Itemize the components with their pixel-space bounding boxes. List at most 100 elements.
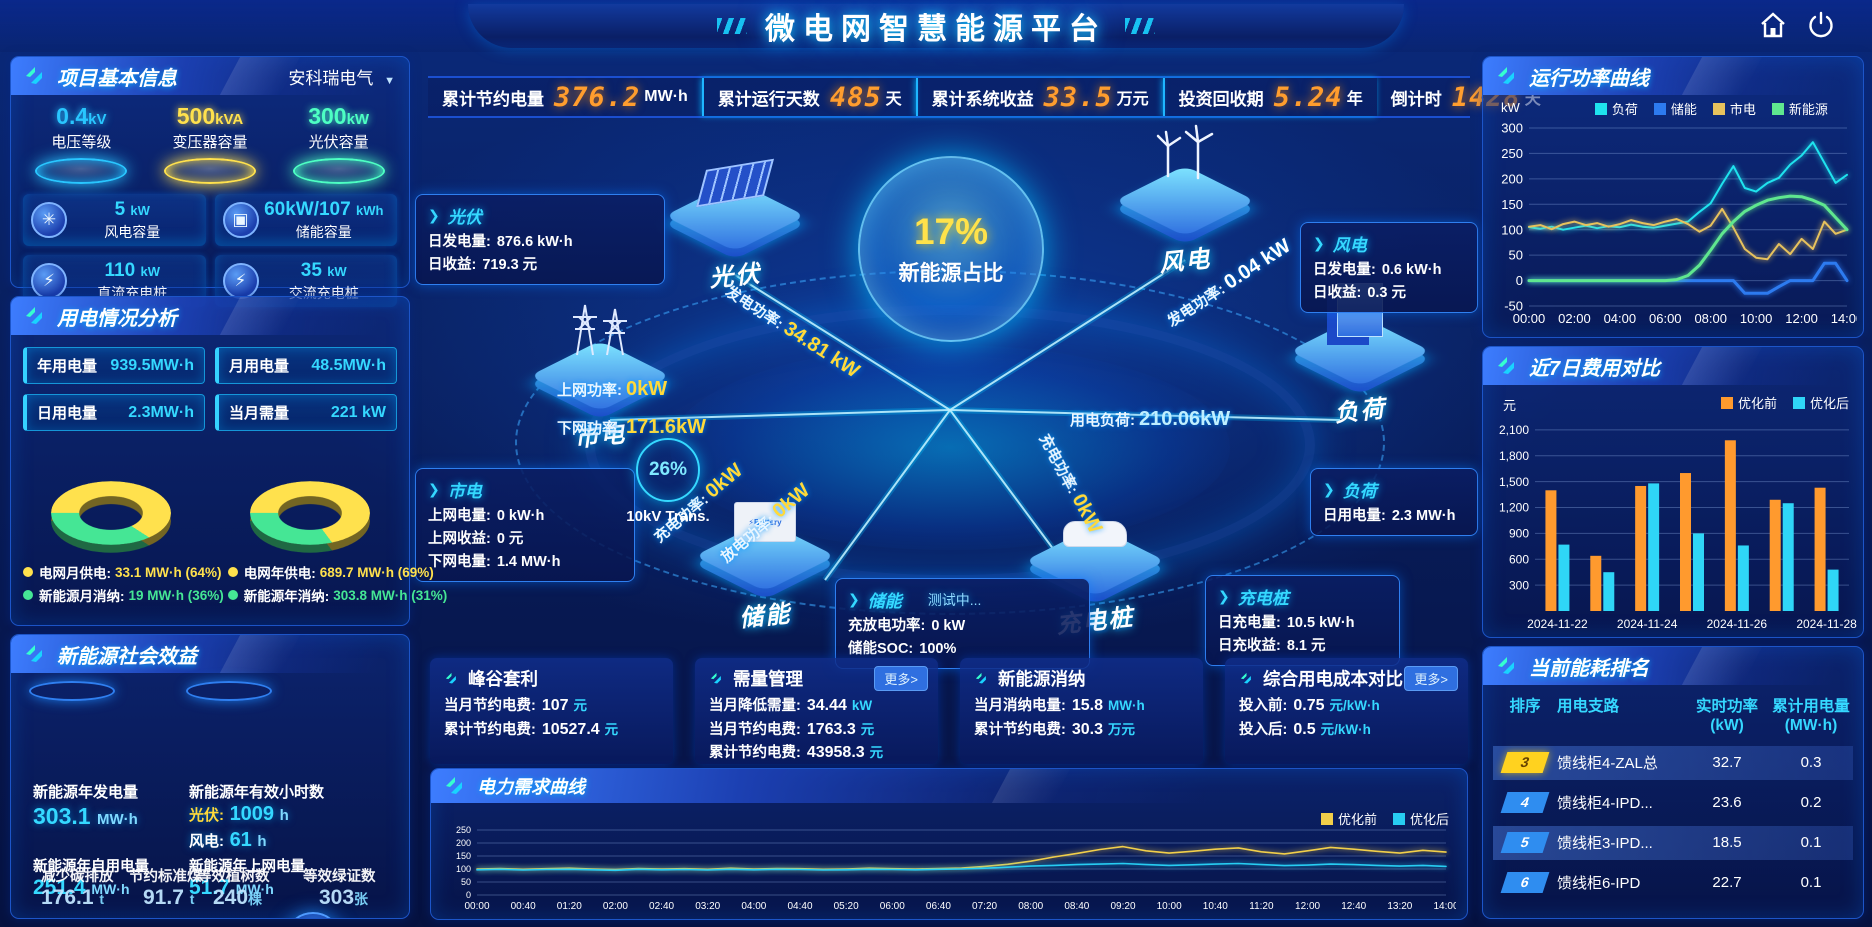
panel-corner-icon	[26, 645, 42, 662]
kpi-item: 累计运行天数 485 天	[701, 78, 916, 116]
svg-text:06:00: 06:00	[880, 901, 905, 912]
demand-curve-header: 电力需求曲线	[431, 769, 1467, 803]
svg-text:08:00: 08:00	[1694, 311, 1727, 326]
info-line: 日用电量: 2.3 MW·h	[1323, 508, 1456, 524]
svg-text:05:20: 05:20	[834, 901, 859, 912]
grid-node: 市电	[525, 304, 675, 453]
co2-stat: 减少碳排放 176.1 t	[41, 869, 114, 909]
year-donut-chart	[235, 449, 385, 553]
ranking-table-rows: 3 馈线柜4-ZAL总 32.7 0.3 4 馈线柜4-IPD... 23.6 …	[1483, 742, 1863, 910]
more-button[interactable]: 更多>	[1404, 666, 1458, 691]
col-rank: 排序	[1509, 698, 1541, 715]
clock-icon	[186, 681, 272, 701]
more-button[interactable]: 更多>	[874, 666, 928, 691]
svg-text:10:00: 10:00	[1157, 901, 1182, 912]
pv-hours: 光伏: 1009 h	[189, 803, 289, 825]
usage-stat-label: 当月需量	[229, 405, 290, 422]
chart-legend-item: 优化后	[1792, 393, 1849, 412]
usage-stat-value: 2.3MW·h	[128, 403, 194, 421]
pv-info-box: ❯ 光伏 日发电量: 876.6 kW·h 日收益: 719.3 元	[415, 194, 665, 285]
storage-node: ⚡Battery 储能	[690, 502, 840, 633]
usage-stat-label: 年用电量	[37, 358, 98, 375]
cost-chart-legend: 优化前 优化后	[1720, 393, 1849, 412]
summary-line: 投入后: 0.5 元/kW·h	[1239, 720, 1371, 738]
legend-item: 新能源月消纳: 19 MW·h (36%)	[19, 585, 224, 605]
col-energy: 累计用电量 (MW·h)	[1772, 698, 1850, 735]
load-info-box: ❯ 负荷 日用电量: 2.3 MW·h	[1310, 468, 1478, 536]
legend-swatch	[1392, 812, 1405, 825]
svg-text:2024-11-28: 2024-11-28	[1796, 617, 1857, 631]
demand-curve-panel: 电力需求曲线 优化前 优化后 250 200 150 100 50 0 00:00 00:40 0…	[430, 768, 1468, 920]
usage-stat-value: 48.5MW·h	[311, 356, 386, 374]
chart-legend-item: 负荷	[1594, 99, 1638, 118]
capacity-card: ✳ 5 kW 风电容量	[23, 194, 206, 246]
svg-text:2,100: 2,100	[1499, 423, 1529, 437]
svg-text:200: 200	[456, 838, 471, 848]
capacity-value: 110 kW	[104, 259, 160, 281]
table-row[interactable]: 4 馈线柜4-IPD... 23.6 0.2	[1493, 786, 1853, 820]
rank-badge: 5	[1500, 832, 1550, 854]
summary-boxes-row: 峰谷套利 当月节约电费: 107 元 累计节约电费: 10527.4 元 需量管理 更多…	[430, 658, 1468, 764]
summary-box-title: 新能源消纳	[998, 669, 1086, 689]
renewable-share-sphere: 17% 新能源占比	[858, 156, 1044, 342]
cost-compare-chart: 2,100 1,800 1,500 1,200 900 600 300 2024-11-22 2…	[1499, 423, 1857, 631]
table-row[interactable]: 6 馈线柜6-IPD 22.7 0.1	[1493, 866, 1853, 900]
legend-item: 电网月供电: 33.1 MW·h (64%)	[19, 562, 224, 582]
legend-swatch	[1320, 812, 1333, 825]
ev-car-icon	[1063, 521, 1127, 547]
kpi-item: 投资回收期 5.24 年	[1162, 78, 1377, 116]
kpi-label: 累计运行天数	[717, 89, 820, 109]
gen-label: 新能源年发电量	[33, 784, 139, 801]
year-donut-legend: 电网年供电: 689.7 MW·h (69%) 新能源年消纳: 303.8 MW…	[224, 559, 448, 608]
table-row[interactable]: 5 馈线柜3-IPD... 18.5 0.1	[1493, 825, 1853, 860]
usage-analysis-title: 用电情况分析	[57, 307, 177, 330]
chart-legend-item: 市电	[1712, 99, 1756, 118]
company-selector[interactable]: 安科瑞电气 ▼	[288, 64, 395, 89]
svg-text:2024-11-26: 2024-11-26	[1707, 617, 1768, 631]
capacity-pedestal: 300kW 光伏容量	[280, 103, 398, 184]
chart-legend-item: 优化前	[1320, 809, 1377, 828]
legend-item: 电网年供电: 689.7 MW·h (69%)	[224, 562, 448, 582]
power-icon[interactable]	[1806, 10, 1836, 40]
kpi-unit: MW·h	[644, 88, 688, 105]
rank-badge: 6	[1500, 872, 1550, 894]
total-energy: 0.3	[1800, 754, 1822, 772]
rank-badge: 4	[1500, 792, 1550, 814]
svg-text:04:40: 04:40	[787, 901, 812, 912]
home-icon[interactable]	[1758, 10, 1788, 40]
table-row[interactable]: 3 馈线柜4-ZAL总 32.7 0.3	[1493, 745, 1853, 780]
battery-container-icon: ⚡Battery	[734, 502, 796, 542]
svg-text:02:40: 02:40	[649, 901, 674, 912]
legend-value: 33.1 MW·h (64%)	[115, 564, 222, 580]
kpi-unit: 天	[885, 91, 902, 108]
svg-text:300: 300	[1501, 121, 1523, 136]
legend-dot	[23, 567, 33, 577]
cost-chart-unit: 元	[1503, 398, 1517, 413]
pv-node: 光伏	[664, 158, 806, 293]
capacity-card: ▣ 60kW/107 kWh 储能容量	[214, 194, 397, 246]
power-curve-panel: 运行功率曲线 kW 负荷 储能 市电 新能源 300 250 200 150 100 50 0 -5…	[1482, 56, 1864, 338]
legend-dot	[23, 590, 33, 600]
month-donut-legend: 电网月供电: 33.1 MW·h (64%) 新能源月消纳: 19 MW·h (…	[19, 559, 224, 608]
capacity-pedestals: 0.4kV 电压等级 500kVA 变压器容量 300kW 光伏容量	[11, 95, 409, 184]
usage-stat-pill: 月用电量 48.5MW·h	[215, 347, 397, 384]
svg-text:04:00: 04:00	[1604, 311, 1637, 326]
branch-name: 馈线柜4-ZAL总	[1557, 755, 1658, 773]
svg-text:08:40: 08:40	[1064, 901, 1089, 912]
project-info-panel: 项目基本信息 安科瑞电气 ▼ 0.4kV 电压等级 500kVA 变压器容量 3…	[10, 56, 410, 307]
kpi-label: 倒计时	[1390, 89, 1442, 109]
usage-stats: 年用电量 939.5MW·h 月用电量 48.5MW·h 日用电量 2.3MW·…	[11, 335, 409, 435]
benefits-title: 新能源社会效益	[57, 645, 197, 668]
summary-line: 当月降低需量: 34.44 kW	[709, 697, 873, 714]
power-curve-title: 运行功率曲线	[1529, 67, 1649, 90]
svg-text:14:00: 14:00	[1433, 901, 1456, 912]
tree-stat: 等效植树数 240棵	[197, 869, 270, 909]
grid-info-box: ❯ 市电 上网电量: 0 kW·h 上网收益: 0 元下网电量: 1.4 MW·h	[415, 468, 635, 582]
renewable-share-label: 新能源占比	[898, 262, 1004, 285]
kpi-label: 投资回收期	[1178, 89, 1264, 109]
charger-node: 充电桩	[1015, 521, 1175, 639]
kpi-label: 累计节约电量	[442, 89, 544, 109]
svg-text:01:20: 01:20	[557, 901, 582, 912]
info-line: 日充电量: 10.5 kW·h	[1218, 615, 1355, 631]
summary-line: 累计节约电费: 43958.3 元	[709, 744, 884, 761]
